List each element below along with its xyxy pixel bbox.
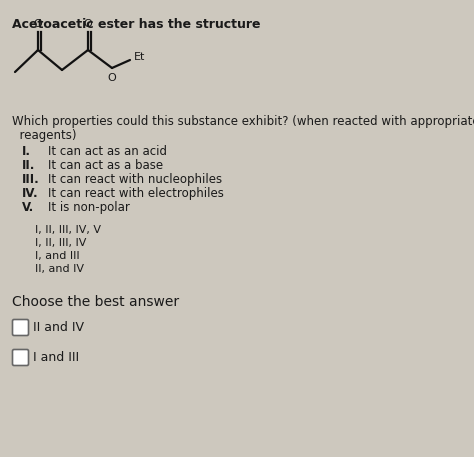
Text: It can act as a base: It can act as a base (48, 159, 163, 172)
Text: O: O (34, 19, 42, 29)
Text: It can react with electrophiles: It can react with electrophiles (48, 187, 224, 200)
Text: IV.: IV. (22, 187, 38, 200)
Text: I and III: I and III (33, 351, 79, 364)
Text: Which properties could this substance exhibit? (when reacted with appropriate: Which properties could this substance ex… (12, 115, 474, 128)
Text: Acetoacetic ester has the structure: Acetoacetic ester has the structure (12, 18, 261, 31)
Text: It can react with nucleophiles: It can react with nucleophiles (48, 173, 222, 186)
Text: III.: III. (22, 173, 40, 186)
Text: O: O (83, 19, 92, 29)
Text: II.: II. (22, 159, 36, 172)
Text: I, and III: I, and III (35, 251, 80, 261)
Text: II and IV: II and IV (33, 321, 84, 334)
Text: O: O (108, 73, 117, 83)
Text: I, II, III, IV, V: I, II, III, IV, V (35, 225, 101, 235)
Text: V.: V. (22, 201, 34, 214)
Text: I.: I. (22, 145, 31, 158)
Text: Choose the best answer: Choose the best answer (12, 295, 179, 309)
Text: It can act as an acid: It can act as an acid (48, 145, 167, 158)
Text: It is non-polar: It is non-polar (48, 201, 130, 214)
Text: I, II, III, IV: I, II, III, IV (35, 238, 86, 248)
Text: Et: Et (134, 52, 146, 62)
FancyBboxPatch shape (12, 350, 28, 366)
Text: II, and IV: II, and IV (35, 264, 84, 274)
FancyBboxPatch shape (12, 319, 28, 335)
Text: reagents): reagents) (12, 129, 76, 142)
